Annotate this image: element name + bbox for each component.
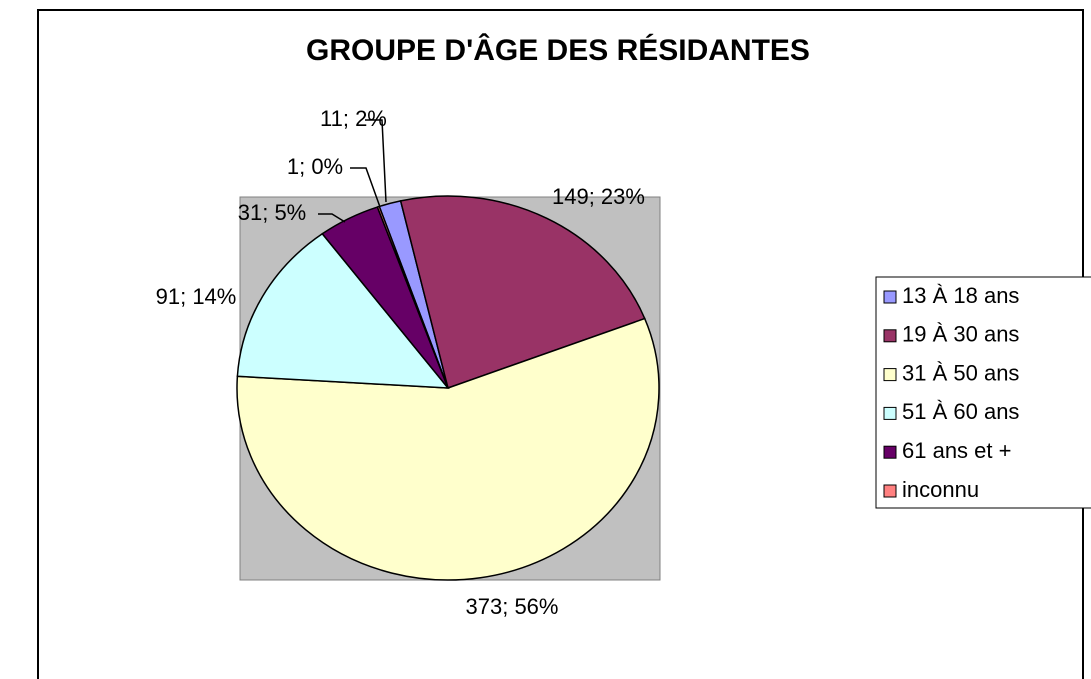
data-label: 149; 23% — [552, 184, 645, 209]
legend-label: 61 ans et + — [902, 438, 1011, 463]
data-label: 373; 56% — [466, 594, 559, 619]
legend-box — [875, 276, 1091, 509]
legend-swatch — [883, 484, 897, 498]
pie-slice — [236, 317, 660, 581]
legend-swatch — [883, 329, 897, 343]
legend-swatch — [883, 406, 897, 420]
legend-label: 31 À 50 ans — [902, 360, 1019, 385]
data-label: 1; 0% — [287, 154, 343, 179]
pie-slice — [236, 232, 450, 389]
leader-line — [350, 167, 381, 208]
chart-title: GROUPE D'ÂGE DES RÉSIDANTES — [306, 33, 810, 67]
legend-label: 51 À 60 ans — [902, 399, 1019, 424]
legend-swatch — [883, 368, 897, 382]
data-label: 11; 2% — [320, 106, 387, 131]
legend-swatch — [883, 290, 897, 304]
data-label: 31; 5% — [238, 200, 307, 225]
leader-line — [365, 119, 387, 203]
leader-line — [318, 213, 346, 223]
legend-swatch — [883, 445, 897, 459]
legend-label: 13 À 18 ans — [902, 283, 1019, 308]
legend-label: 19 À 30 ans — [902, 322, 1019, 347]
data-label: 91; 14% — [156, 284, 237, 309]
legend-label: inconnu — [902, 477, 979, 502]
